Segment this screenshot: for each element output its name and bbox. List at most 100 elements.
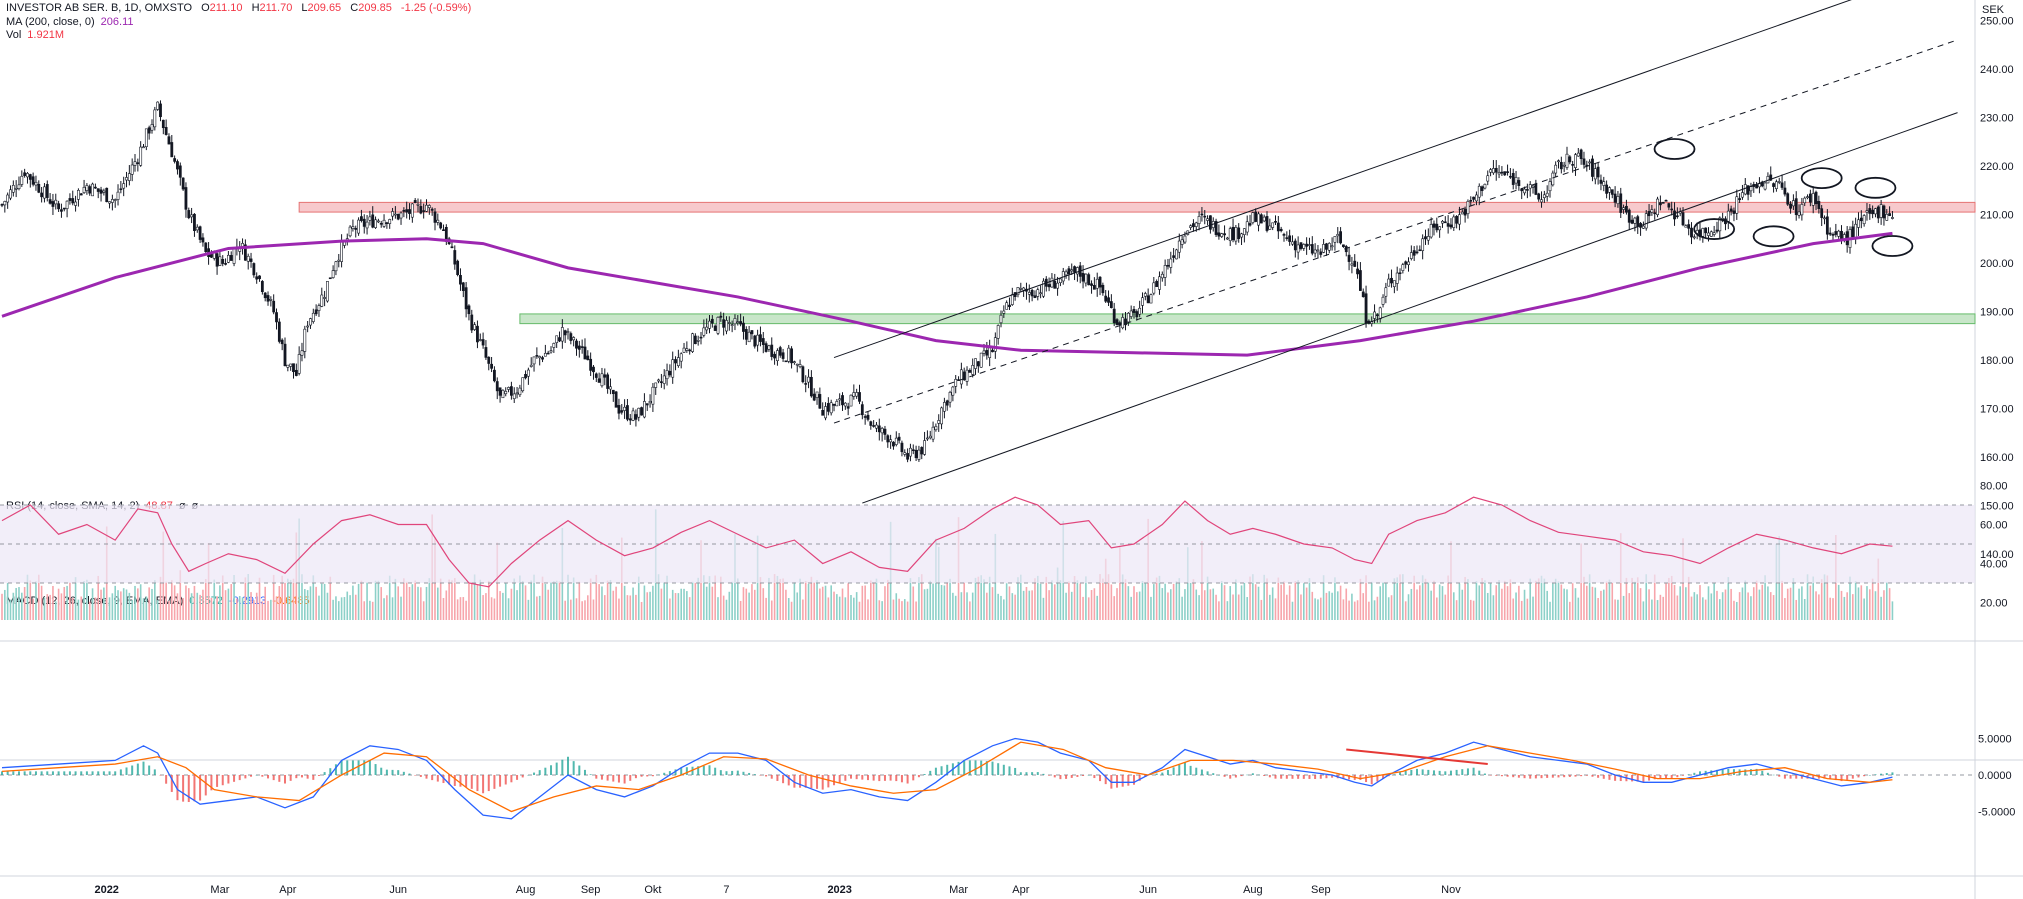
volume-bar <box>584 600 586 620</box>
candle-body <box>880 428 884 434</box>
candle-body <box>586 355 590 361</box>
macd-histogram-bar <box>1642 775 1645 782</box>
volume-bar <box>1181 596 1183 620</box>
candle-body <box>843 402 847 407</box>
candle-body <box>1104 295 1108 302</box>
macd-histogram-bar <box>742 771 745 775</box>
candle-body <box>1486 175 1490 182</box>
candle-body <box>142 146 145 149</box>
macd-histogram-bar <box>1302 775 1305 779</box>
candle-body <box>99 189 103 194</box>
candle-body <box>1789 203 1792 209</box>
volume-bar <box>541 576 544 620</box>
volume-bar <box>824 585 827 620</box>
candle-body <box>1206 218 1209 221</box>
volume-bar <box>966 592 968 620</box>
volume-bar <box>219 585 221 620</box>
candle-body <box>1299 242 1303 249</box>
macd-histogram-bar <box>765 775 768 777</box>
candle-body <box>164 127 168 135</box>
volume-bar <box>1600 590 1602 620</box>
volume-bar <box>1424 578 1427 620</box>
volume-bar <box>287 578 289 620</box>
macd-histogram-bar <box>533 772 536 775</box>
volume-bar <box>570 599 572 620</box>
macd-histogram-bar <box>1648 775 1651 781</box>
macd-histogram-bar <box>351 760 354 775</box>
candle-body <box>996 325 1000 339</box>
candle-body <box>1633 217 1637 224</box>
macd-histogram-bar <box>1670 775 1673 779</box>
candle-body <box>926 437 929 440</box>
candle-body <box>1786 193 1790 205</box>
volume-bar <box>1444 594 1447 620</box>
volume-bar <box>77 599 80 620</box>
volume-bar <box>853 597 855 620</box>
macd-histogram-bar <box>516 775 519 780</box>
volume-bar <box>572 577 575 620</box>
volume-bar <box>1291 601 1294 620</box>
macd-histogram-bar <box>391 769 394 775</box>
candle-body <box>252 263 256 276</box>
candle-body <box>45 184 49 198</box>
candle-body <box>1684 225 1688 228</box>
volume-bar <box>289 579 292 620</box>
volume-bar <box>796 592 799 620</box>
volume-bar <box>479 579 482 620</box>
candle-body <box>594 373 598 378</box>
volume-bar <box>878 600 881 620</box>
volume-bar <box>173 585 176 620</box>
candle-body <box>1593 168 1597 180</box>
volume-bar <box>544 584 547 620</box>
volume-bar <box>103 587 105 620</box>
volume-bar <box>187 588 190 620</box>
volume-bar <box>1506 586 1509 620</box>
volume-bar <box>524 585 527 620</box>
candle-body <box>314 309 318 315</box>
macd-histogram-bar <box>917 775 920 778</box>
volume-bar <box>1523 589 1526 620</box>
price-axis-tick: 170.00 <box>1980 404 2014 416</box>
candle-body <box>221 259 225 264</box>
time-axis-tick: 7 <box>723 884 729 896</box>
macd-histogram-bar <box>1240 775 1243 777</box>
candle-body <box>1746 185 1750 195</box>
candle-body <box>1758 183 1761 188</box>
volume-bar <box>411 584 414 620</box>
candle-body <box>1574 154 1577 168</box>
macd-histogram-bar <box>844 775 847 781</box>
macd-histogram-bar <box>697 766 700 775</box>
volume-bar <box>1792 578 1795 620</box>
candle-body <box>269 299 273 301</box>
volume-bar <box>1039 583 1042 620</box>
candle-body <box>320 294 324 307</box>
candle-body <box>852 392 856 397</box>
macd-histogram-bar <box>306 775 309 779</box>
candle-body <box>153 109 157 128</box>
volume-bar <box>108 597 111 620</box>
volume-bar <box>1591 586 1594 620</box>
macd-histogram-bar <box>1166 769 1169 775</box>
volume-bar <box>1869 589 1871 620</box>
candle-body <box>767 345 771 350</box>
macd-histogram-bar <box>1025 772 1028 775</box>
candle-body <box>1554 164 1558 174</box>
candle-body <box>968 370 972 373</box>
candle-body <box>965 369 969 382</box>
candle-body <box>195 226 199 231</box>
volume-bar <box>536 596 538 620</box>
candle-body <box>1342 244 1345 247</box>
candle-body <box>176 161 179 170</box>
volume-bar <box>100 589 102 620</box>
macd-histogram-bar <box>1291 775 1294 779</box>
volume-bar <box>711 586 714 620</box>
volume-bar <box>1274 598 1277 620</box>
candle-body <box>1053 280 1057 289</box>
volume-bar <box>991 587 994 620</box>
macd-histogram-bar <box>125 767 128 775</box>
macd-histogram-bar <box>1178 764 1181 775</box>
candle-body <box>1305 243 1309 247</box>
candle-body <box>1042 280 1045 297</box>
candle-body <box>1582 158 1586 165</box>
